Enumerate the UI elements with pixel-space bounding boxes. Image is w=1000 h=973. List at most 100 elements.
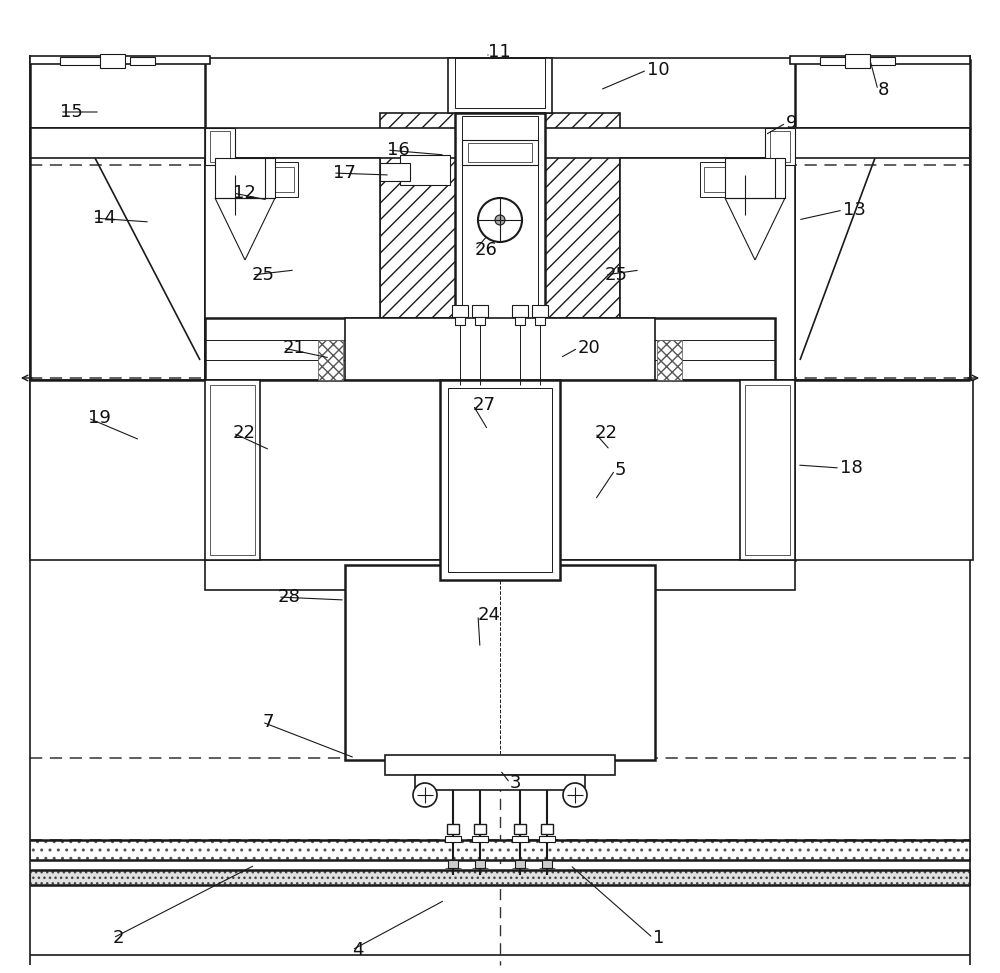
Bar bbox=[380, 163, 410, 181]
Circle shape bbox=[478, 198, 522, 242]
Bar bbox=[512, 305, 528, 317]
Bar bbox=[355, 572, 645, 752]
Bar bbox=[541, 824, 553, 834]
Bar bbox=[532, 305, 548, 317]
Bar bbox=[630, 220, 785, 320]
Text: 15: 15 bbox=[60, 103, 83, 121]
Bar bbox=[205, 158, 380, 380]
Bar bbox=[215, 390, 435, 550]
Text: 27: 27 bbox=[473, 396, 496, 414]
Bar bbox=[765, 128, 795, 165]
Bar bbox=[745, 385, 790, 555]
Circle shape bbox=[495, 215, 505, 225]
Bar bbox=[448, 860, 458, 868]
Circle shape bbox=[413, 783, 437, 807]
Text: 4: 4 bbox=[352, 941, 364, 959]
Bar bbox=[657, 340, 682, 380]
Text: 22: 22 bbox=[233, 424, 256, 442]
Text: 22: 22 bbox=[595, 424, 618, 442]
Bar bbox=[445, 836, 461, 842]
Bar bbox=[30, 56, 210, 64]
Bar bbox=[385, 755, 615, 775]
Bar bbox=[32, 62, 203, 126]
Bar bbox=[512, 836, 528, 842]
Bar bbox=[468, 143, 532, 162]
Bar bbox=[455, 113, 545, 373]
Bar bbox=[620, 158, 795, 380]
Bar bbox=[447, 824, 459, 834]
Text: 14: 14 bbox=[93, 209, 116, 227]
Bar bbox=[539, 836, 555, 842]
Bar bbox=[100, 54, 125, 68]
Bar bbox=[400, 155, 450, 185]
Bar bbox=[475, 860, 485, 868]
Bar bbox=[474, 824, 486, 834]
Text: 16: 16 bbox=[387, 141, 410, 159]
Bar bbox=[455, 317, 465, 325]
Bar bbox=[215, 220, 370, 320]
Bar bbox=[472, 836, 488, 842]
Bar bbox=[514, 824, 526, 834]
Text: 5: 5 bbox=[615, 461, 626, 479]
Bar bbox=[725, 158, 785, 198]
Text: 26: 26 bbox=[475, 241, 498, 259]
Bar bbox=[795, 60, 970, 128]
Bar bbox=[704, 167, 776, 192]
Bar bbox=[870, 57, 895, 65]
Text: 25: 25 bbox=[252, 266, 275, 284]
Bar bbox=[462, 140, 538, 165]
Polygon shape bbox=[215, 198, 275, 260]
Text: 25: 25 bbox=[605, 266, 628, 284]
Bar bbox=[740, 380, 795, 560]
Bar bbox=[515, 317, 525, 325]
Text: 20: 20 bbox=[578, 339, 601, 357]
Bar bbox=[845, 54, 870, 68]
Bar bbox=[215, 158, 275, 198]
Bar bbox=[440, 380, 560, 580]
Bar bbox=[542, 860, 552, 868]
Bar bbox=[770, 131, 790, 162]
Bar bbox=[345, 565, 655, 760]
Bar bbox=[472, 305, 488, 317]
Text: 3: 3 bbox=[510, 774, 522, 792]
Bar bbox=[475, 317, 485, 325]
Bar bbox=[820, 57, 865, 65]
Bar bbox=[30, 840, 970, 860]
Bar bbox=[205, 560, 795, 590]
Bar bbox=[462, 116, 538, 366]
Bar bbox=[30, 380, 208, 560]
Bar bbox=[795, 380, 973, 560]
Bar bbox=[318, 340, 343, 380]
Bar bbox=[753, 382, 793, 402]
Bar bbox=[700, 162, 780, 197]
Bar bbox=[30, 60, 205, 128]
Bar bbox=[555, 380, 795, 560]
Text: 11: 11 bbox=[488, 43, 511, 61]
Text: 1: 1 bbox=[653, 929, 664, 947]
Text: 17: 17 bbox=[333, 164, 356, 182]
Bar bbox=[130, 57, 155, 65]
Bar bbox=[205, 380, 445, 560]
Text: 8: 8 bbox=[878, 81, 889, 99]
Bar bbox=[60, 57, 105, 65]
Text: 18: 18 bbox=[840, 459, 863, 477]
Bar bbox=[222, 167, 294, 192]
Bar bbox=[218, 162, 298, 197]
Bar bbox=[205, 128, 235, 165]
Text: 19: 19 bbox=[88, 409, 111, 427]
Bar bbox=[415, 775, 585, 790]
Bar bbox=[205, 318, 775, 380]
Bar bbox=[515, 860, 525, 868]
Bar bbox=[208, 382, 248, 402]
Text: 21: 21 bbox=[283, 339, 306, 357]
Text: 12: 12 bbox=[233, 184, 256, 202]
Text: 9: 9 bbox=[786, 114, 798, 132]
Bar bbox=[210, 385, 255, 555]
Bar bbox=[380, 113, 620, 318]
Text: 2: 2 bbox=[113, 929, 124, 947]
Bar bbox=[210, 131, 230, 162]
Bar bbox=[30, 870, 970, 885]
Bar bbox=[790, 56, 970, 64]
Bar bbox=[448, 388, 552, 572]
Bar bbox=[797, 62, 968, 126]
